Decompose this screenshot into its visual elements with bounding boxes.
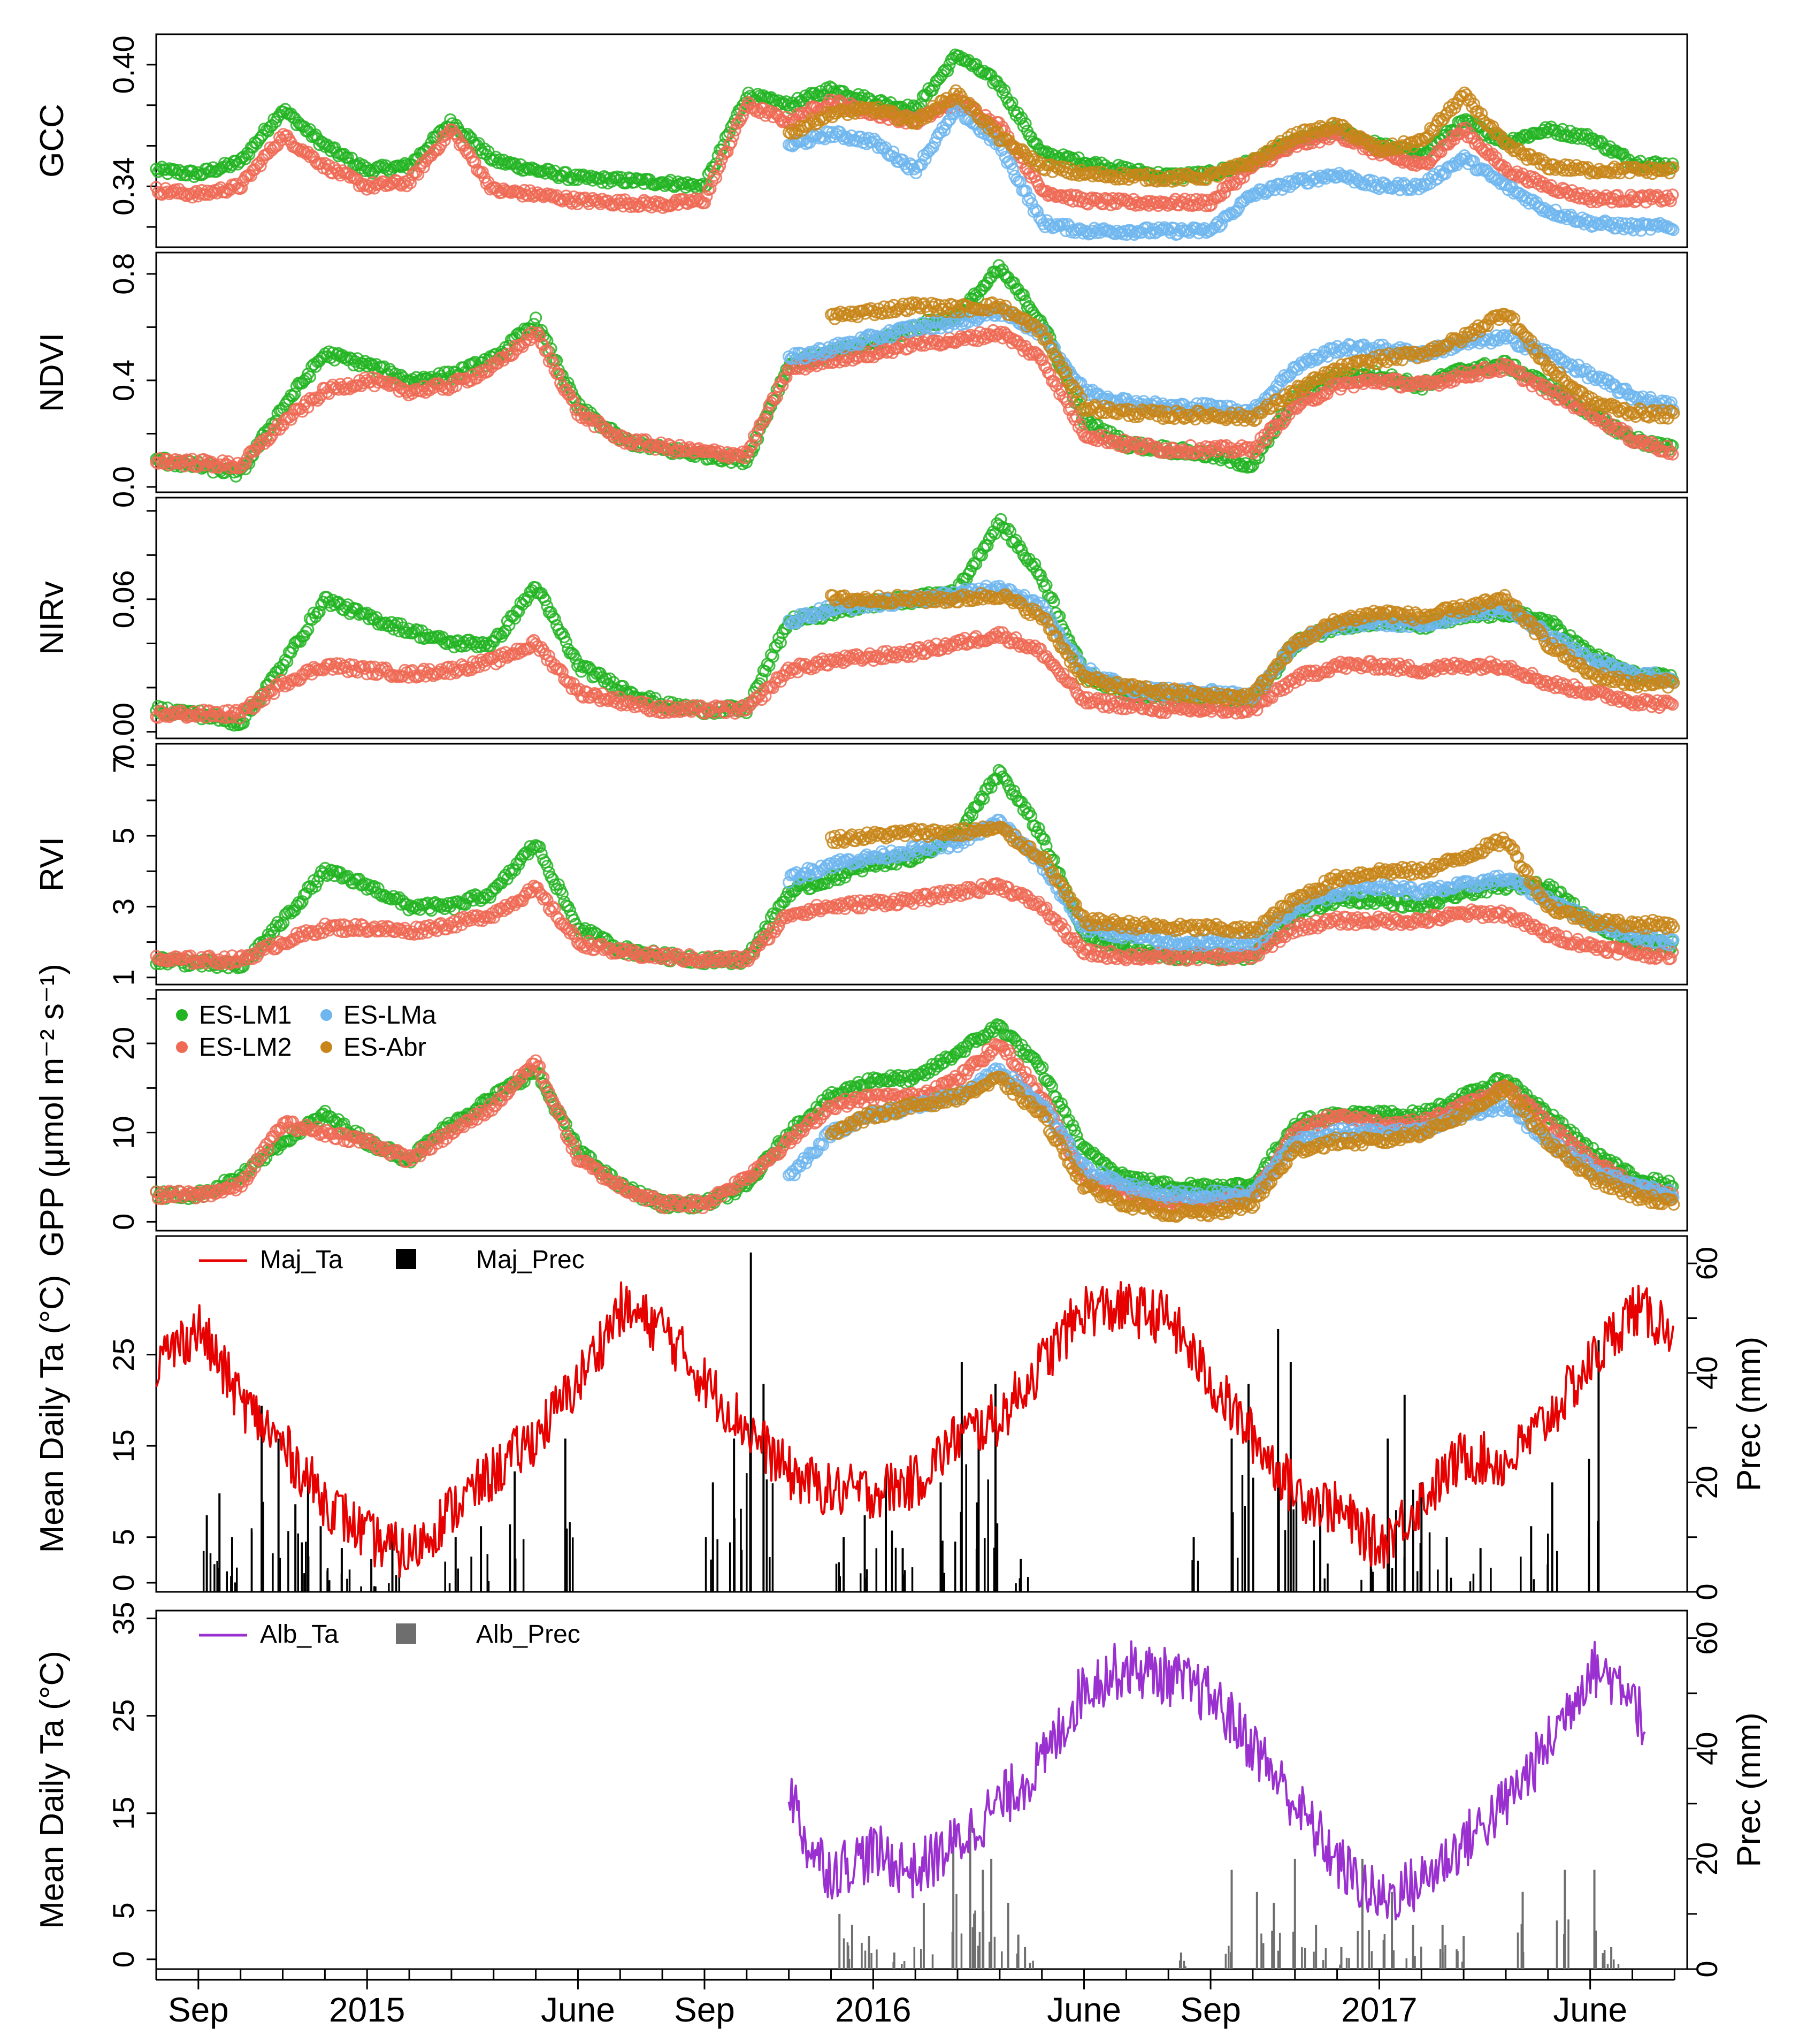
series-ES-LMa <box>782 101 1680 241</box>
data-point <box>290 142 303 155</box>
data-point <box>1425 154 1438 166</box>
data-point <box>687 178 700 191</box>
data-point <box>244 169 257 182</box>
data-point <box>704 182 717 195</box>
data-point <box>1019 117 1032 130</box>
panels: 0.340.40GCC0.00.40.8NDVI0.000.06NIRv1357… <box>34 33 1767 1978</box>
data-point <box>1002 96 1015 109</box>
data-point <box>1006 96 1019 109</box>
y-axis-label: NDVI <box>34 333 71 412</box>
data-point <box>1666 188 1679 201</box>
data-point <box>1218 186 1231 200</box>
data-point <box>714 159 726 172</box>
series-ES-LM1 <box>150 259 1679 483</box>
data-point <box>1148 195 1161 208</box>
y-tick-label: 0.34 <box>106 157 140 216</box>
data-point <box>1158 195 1170 209</box>
y-tick-label: 0.4 <box>106 360 140 401</box>
data-point <box>529 311 542 324</box>
data-point <box>1486 147 1499 160</box>
data-point <box>726 129 740 143</box>
data-point <box>573 192 586 204</box>
data-point <box>254 159 267 172</box>
data-point <box>725 136 738 149</box>
data-point <box>177 166 189 179</box>
data-point <box>1590 134 1603 147</box>
data-point <box>1554 129 1567 142</box>
data-point <box>296 143 309 156</box>
data-point <box>1199 200 1212 212</box>
data-point <box>628 200 641 213</box>
data-point <box>353 180 366 193</box>
panel-frame <box>155 33 1688 248</box>
data-point <box>979 68 992 81</box>
data-point <box>1182 199 1195 212</box>
data-point <box>305 149 318 162</box>
data-point <box>660 178 673 190</box>
y-axis-label: GCC <box>34 104 71 178</box>
data-point <box>362 179 376 192</box>
data-point <box>933 71 946 84</box>
data-point <box>1155 197 1168 210</box>
data-point <box>188 186 201 199</box>
data-point <box>994 80 1007 93</box>
data-point <box>484 152 497 165</box>
data-point <box>192 190 204 203</box>
data-point <box>1023 129 1036 142</box>
data-point <box>941 65 954 78</box>
data-point <box>708 169 721 182</box>
data-point <box>455 137 468 150</box>
data-point <box>235 181 248 194</box>
data-point <box>1009 109 1022 121</box>
data-point <box>757 102 770 115</box>
data-point <box>732 116 745 129</box>
data-point <box>565 172 578 185</box>
data-point <box>404 177 417 189</box>
data-point <box>1403 156 1415 169</box>
panel-ndvi: 0.0 0.4 0.8 NDVI <box>34 251 1688 508</box>
data-point <box>476 166 489 179</box>
panel-gcc: 0.34 0.40 GCC <box>34 33 1688 248</box>
data-point <box>1214 189 1227 202</box>
data-point <box>264 141 277 154</box>
data-point <box>438 134 451 147</box>
data-point <box>243 148 256 161</box>
data-point <box>706 175 719 188</box>
data-point <box>1594 135 1607 148</box>
data-point <box>400 180 413 193</box>
data-point <box>907 99 920 112</box>
y-tick-label: 0.0 <box>106 466 140 508</box>
data-point <box>290 119 303 132</box>
data-point <box>463 130 476 143</box>
y-tick-label: 0.8 <box>106 253 140 295</box>
data-point <box>265 119 278 132</box>
data-point <box>998 84 1011 97</box>
data-point <box>1664 195 1677 208</box>
data-point <box>1231 171 1244 184</box>
data-point <box>709 171 723 184</box>
data-point <box>1169 193 1182 205</box>
data-point <box>237 150 250 163</box>
data-point <box>592 196 605 209</box>
y-tick-label: 0.40 <box>106 35 140 94</box>
data-point <box>577 169 589 181</box>
data-point <box>1457 124 1471 137</box>
data-point <box>700 190 713 203</box>
data-point <box>575 170 588 183</box>
data-point <box>300 147 312 160</box>
data-point <box>1114 192 1127 205</box>
data-point <box>341 151 354 164</box>
data-point <box>470 163 484 176</box>
data-point <box>698 196 711 209</box>
